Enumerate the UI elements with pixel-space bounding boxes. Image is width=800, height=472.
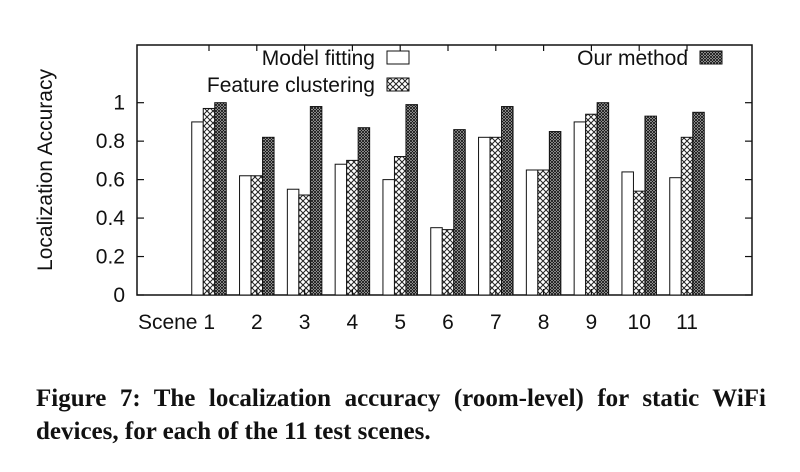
y-tick-label: 0.4 [96,207,126,230]
y-tick-label: 0.8 [96,130,125,153]
bar-dense-hatch [596,102,610,296]
bar-crosshatch [680,136,694,296]
legend: Model fitting Feature clustering Our metho… [207,47,723,97]
bar-dense-hatch [548,131,562,296]
bar-dense-hatch [644,115,657,296]
bar-crosshatch [298,194,311,296]
bar-plain [669,177,682,296]
bar-plain [239,175,252,296]
bar-plain [334,163,348,296]
bar-dense-hatch [357,127,371,296]
y-axis: 0 0.2 0.4 0.6 0.8 1 [96,92,752,307]
y-tick-label: 1 [113,92,125,115]
legend-swatch [386,77,410,92]
bar-plain [430,227,443,296]
bar-dense-hatch [309,106,323,296]
bar-dense-hatch [262,136,275,296]
x-tick-label: Scene 1 [138,311,215,334]
x-tick-label: 5 [394,311,406,334]
x-tick-label: 11 [676,311,698,334]
bar-crosshatch [346,159,359,296]
x-tick-label: 9 [586,311,598,334]
x-tick-label: 4 [347,311,359,334]
legend-swatch [386,50,410,65]
bar-crosshatch [537,169,550,296]
bar-plain [621,171,634,296]
y-tick-label: 0.2 [96,246,125,269]
legend-label: Feature clustering [207,74,375,97]
bar-dense-hatch [692,111,705,296]
bar-dense-hatch [501,106,514,296]
bar-crosshatch [489,136,503,296]
x-tick-label: 6 [442,311,454,334]
x-tick-label: 7 [490,311,502,334]
bar-crosshatch [441,229,455,296]
bar-crosshatch [585,113,598,296]
x-tick-label: 2 [251,311,263,334]
y-tick-label: 0 [113,284,125,307]
bar-dense-hatch [214,102,227,296]
bar-plain [191,121,204,296]
x-tick-label: 8 [538,311,550,334]
figure-caption: Figure 7: The localization accuracy (roo… [36,385,766,445]
bar-crosshatch [393,156,407,296]
bar-plain [286,188,300,296]
bar-plain [525,169,539,296]
bar-plain [573,121,587,296]
bar-chart: 0 0.2 0.4 0.6 0.8 1 Scene 1 2 3 4 5 6 7 8 9 10 11 Local… [34,44,753,334]
bar-dense-hatch [405,104,418,296]
bar-crosshatch [632,190,646,296]
bar-crosshatch [250,175,264,296]
y-axis-label: Localization Accuracy [34,69,57,271]
bar-series [191,45,705,296]
bar-plain [478,136,491,296]
x-tick-label: 3 [299,311,311,334]
y-tick-label: 0.6 [96,169,125,192]
bar-dense-hatch [453,129,466,296]
bar-crosshatch [202,107,216,296]
bar-plain [382,179,395,296]
legend-swatch [699,50,723,65]
x-tick-label: 10 [628,311,651,334]
legend-label: Our method [577,47,688,70]
x-axis: Scene 1 2 3 4 5 6 7 8 9 10 11 [138,311,698,334]
legend-label: Model fitting [262,47,375,70]
